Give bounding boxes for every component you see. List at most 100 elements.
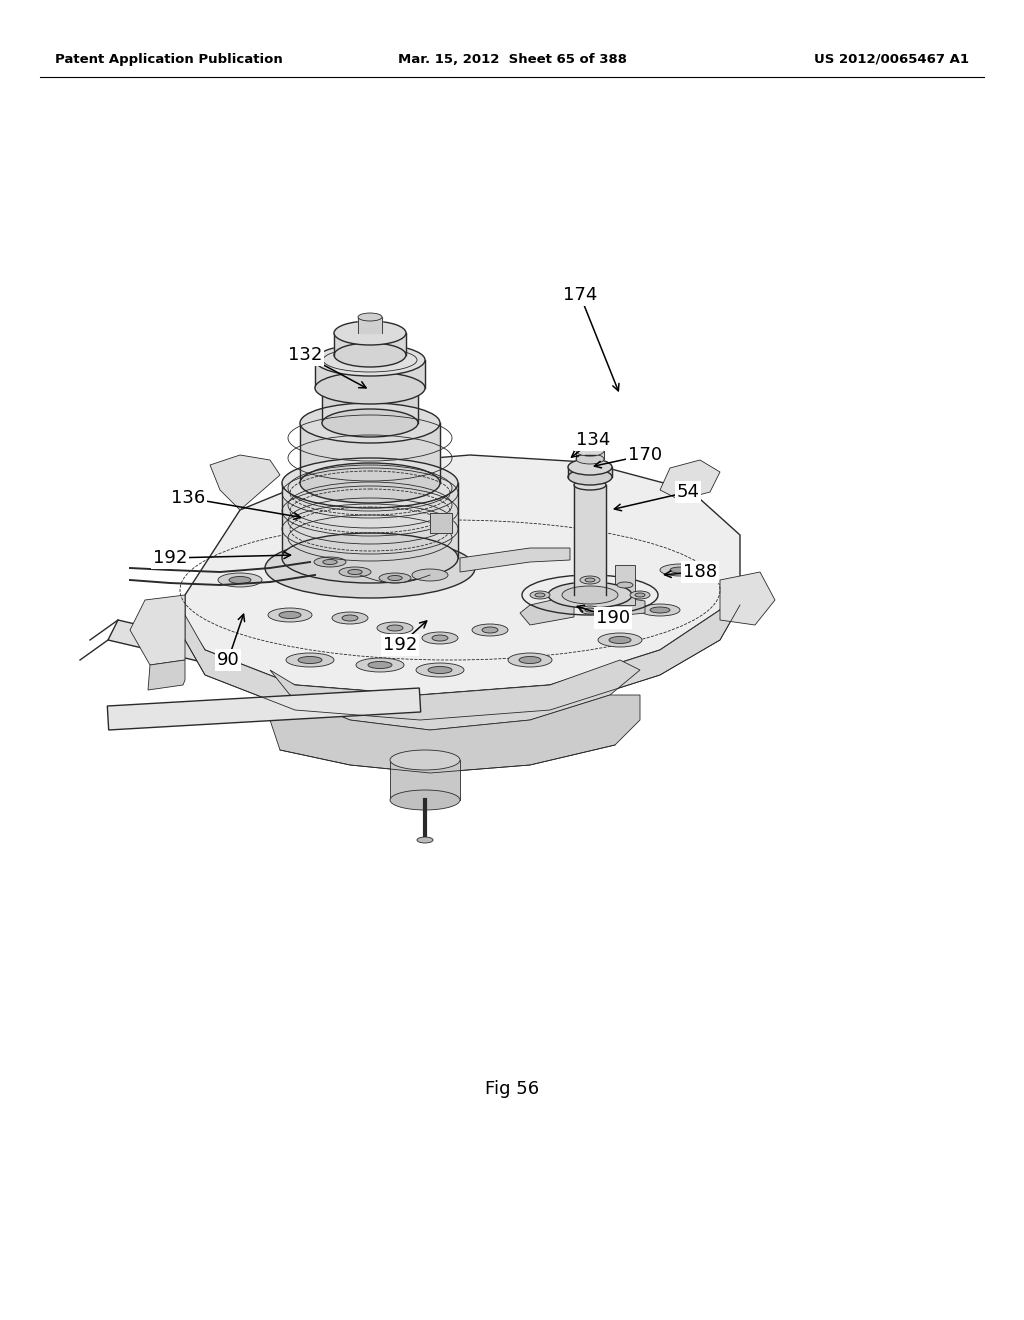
Ellipse shape: [575, 454, 604, 465]
Ellipse shape: [617, 582, 633, 587]
Ellipse shape: [342, 615, 358, 620]
Ellipse shape: [300, 463, 440, 503]
Ellipse shape: [286, 653, 334, 667]
Ellipse shape: [322, 409, 418, 437]
Text: Mar. 15, 2012  Sheet 65 of 388: Mar. 15, 2012 Sheet 65 of 388: [397, 53, 627, 66]
Ellipse shape: [416, 663, 464, 677]
Ellipse shape: [562, 586, 618, 605]
Text: 134: 134: [575, 432, 610, 449]
Ellipse shape: [315, 345, 425, 376]
Ellipse shape: [315, 372, 425, 404]
Text: 174: 174: [563, 286, 597, 304]
Ellipse shape: [635, 593, 645, 597]
Ellipse shape: [609, 636, 631, 644]
Ellipse shape: [390, 750, 460, 770]
Text: 54: 54: [677, 483, 699, 502]
Ellipse shape: [298, 656, 322, 664]
Ellipse shape: [670, 568, 690, 573]
Text: US 2012/0065467 A1: US 2012/0065467 A1: [814, 53, 969, 66]
Polygon shape: [300, 422, 440, 483]
Ellipse shape: [229, 577, 251, 583]
Ellipse shape: [377, 622, 413, 634]
Polygon shape: [108, 688, 421, 730]
Ellipse shape: [282, 458, 458, 508]
Ellipse shape: [322, 374, 418, 403]
Ellipse shape: [432, 635, 449, 642]
Ellipse shape: [334, 321, 406, 345]
Ellipse shape: [417, 837, 433, 843]
Ellipse shape: [585, 609, 595, 612]
Polygon shape: [574, 484, 606, 595]
Ellipse shape: [314, 557, 346, 568]
Ellipse shape: [358, 313, 382, 321]
Polygon shape: [282, 483, 458, 558]
Text: 136: 136: [171, 488, 205, 507]
Ellipse shape: [390, 789, 460, 810]
Polygon shape: [460, 548, 570, 572]
Text: Fig 56: Fig 56: [485, 1080, 539, 1098]
Ellipse shape: [332, 612, 368, 624]
Ellipse shape: [519, 656, 541, 664]
Text: 90: 90: [217, 651, 240, 669]
Polygon shape: [322, 388, 418, 422]
Ellipse shape: [580, 576, 600, 583]
Ellipse shape: [575, 446, 604, 455]
Polygon shape: [108, 620, 460, 719]
Ellipse shape: [535, 593, 545, 597]
Ellipse shape: [650, 607, 670, 612]
Text: 132: 132: [288, 346, 323, 364]
Polygon shape: [334, 333, 406, 355]
Ellipse shape: [300, 403, 440, 444]
Ellipse shape: [598, 634, 642, 647]
Ellipse shape: [568, 469, 612, 484]
Polygon shape: [660, 459, 720, 500]
Text: 192: 192: [153, 549, 187, 568]
Text: Patent Application Publication: Patent Application Publication: [55, 53, 283, 66]
Ellipse shape: [585, 578, 595, 582]
Polygon shape: [270, 660, 640, 730]
Polygon shape: [615, 565, 635, 605]
Text: 188: 188: [683, 564, 717, 581]
Ellipse shape: [334, 343, 406, 367]
Ellipse shape: [472, 624, 508, 636]
Polygon shape: [606, 595, 645, 616]
Polygon shape: [358, 317, 382, 333]
Polygon shape: [720, 572, 775, 624]
Polygon shape: [210, 455, 280, 510]
Ellipse shape: [368, 661, 392, 668]
Polygon shape: [148, 660, 185, 690]
Ellipse shape: [268, 609, 312, 622]
Ellipse shape: [387, 624, 403, 631]
Polygon shape: [315, 360, 425, 388]
Polygon shape: [520, 595, 574, 624]
Ellipse shape: [660, 564, 700, 576]
Polygon shape: [430, 513, 452, 533]
Ellipse shape: [218, 573, 262, 587]
Ellipse shape: [356, 657, 404, 672]
Ellipse shape: [482, 627, 498, 634]
Ellipse shape: [568, 459, 612, 475]
Polygon shape: [130, 595, 185, 665]
Ellipse shape: [388, 576, 402, 581]
Ellipse shape: [530, 591, 550, 599]
Ellipse shape: [339, 568, 371, 577]
Ellipse shape: [412, 569, 449, 581]
Ellipse shape: [265, 539, 475, 598]
Polygon shape: [575, 451, 604, 459]
Ellipse shape: [574, 480, 606, 490]
Ellipse shape: [548, 582, 632, 609]
Polygon shape: [270, 696, 640, 774]
Ellipse shape: [348, 569, 362, 574]
Ellipse shape: [422, 632, 458, 644]
Text: 190: 190: [596, 609, 630, 627]
Ellipse shape: [428, 667, 452, 673]
Text: 192: 192: [383, 636, 417, 653]
Ellipse shape: [640, 605, 680, 616]
Ellipse shape: [580, 606, 600, 614]
Polygon shape: [390, 760, 460, 800]
Ellipse shape: [279, 611, 301, 619]
Ellipse shape: [323, 560, 337, 565]
Polygon shape: [185, 579, 740, 719]
Ellipse shape: [508, 653, 552, 667]
Polygon shape: [185, 455, 740, 696]
